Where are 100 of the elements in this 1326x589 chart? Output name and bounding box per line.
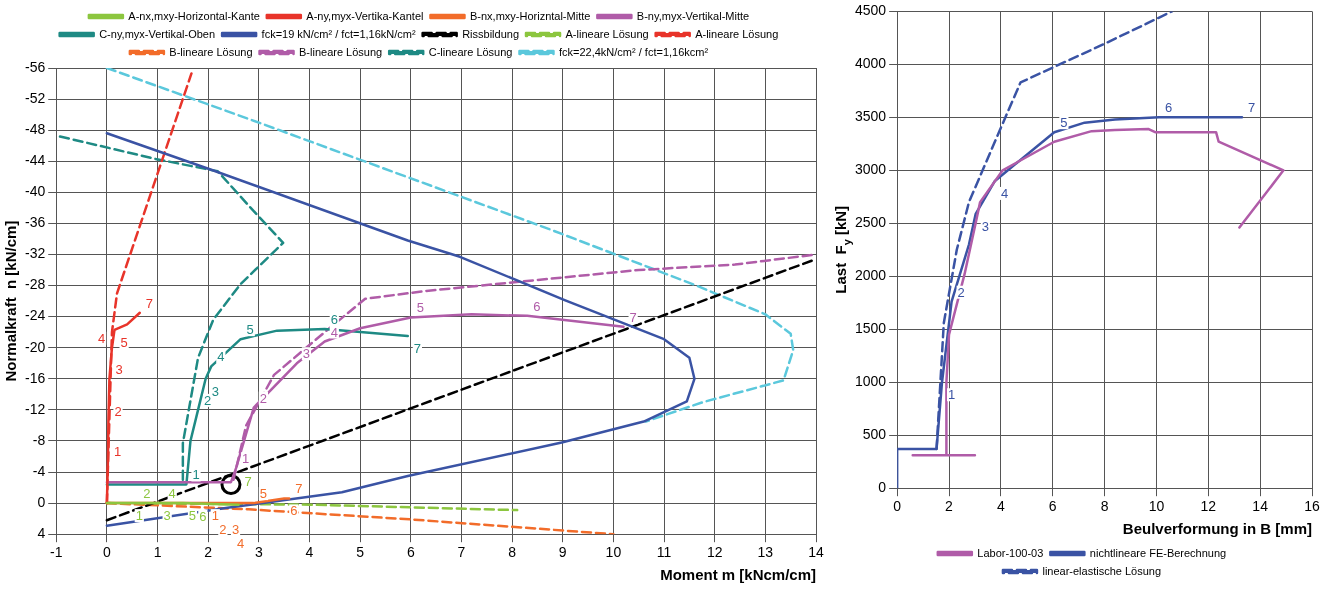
x-tick-label: 10: [1148, 498, 1165, 515]
y-tick-label: 500: [862, 426, 887, 443]
annotation: 1: [242, 451, 250, 467]
y-tick-label: 4500: [854, 2, 887, 19]
legend-label: fck=19 kN/cm² / fct=1,16kN/cm²: [261, 27, 416, 40]
x-tick-label: 12: [706, 544, 723, 561]
y-tick-label: 3000: [854, 161, 887, 178]
x-tick-label: 6: [1048, 498, 1057, 515]
annotation: 3: [302, 346, 311, 362]
y-tick-label: -56: [25, 58, 46, 75]
y-tick-label: -40: [25, 183, 46, 200]
annotation: 4: [217, 349, 225, 365]
y-tick-label: -48: [25, 121, 46, 138]
legend-label: A-ny,myx-Vertika-Kantel: [306, 9, 424, 22]
annotation: 5: [1060, 115, 1068, 131]
annotation: 5: [416, 300, 425, 316]
x-tick-label: 16: [1304, 498, 1320, 515]
annotation: 2: [219, 522, 227, 538]
x-tick-label: 8: [1100, 498, 1109, 515]
y-tick-label: 4000: [854, 55, 887, 72]
x-tick-label: -1: [50, 544, 63, 561]
y-tick-label: -32: [25, 245, 46, 262]
x-tick-label: 0: [102, 544, 111, 561]
y-tick-label: -16: [25, 369, 46, 386]
y-tick-label: -36: [25, 214, 46, 231]
annotation: 4: [1000, 185, 1009, 201]
x-tick-label: 12: [1200, 498, 1217, 515]
y-tick-label: -28: [25, 276, 46, 293]
annotation: 3: [981, 218, 989, 234]
legend-label: C-ny,myx-Vertikal-Oben: [99, 27, 216, 40]
x-tick-label: 10: [605, 544, 622, 561]
annotation: 4: [168, 486, 176, 502]
x-tick-label: 3: [254, 544, 263, 561]
x-tick-label: 9: [558, 544, 567, 561]
x-tick-label: 14: [1252, 498, 1269, 515]
legend-label: B-nx,mxy-Horizntal-Mitte: [469, 9, 591, 22]
legend-label: B-lineare Lösung: [299, 45, 383, 58]
x-tick-label: 5: [356, 544, 365, 561]
annotation: 7: [1247, 100, 1256, 116]
x-tick-label: 6: [406, 544, 415, 561]
annotation: 5: [259, 486, 268, 502]
annotation: 3: [231, 522, 240, 538]
x-tick-label: 2: [204, 544, 213, 561]
annotation: 4: [330, 324, 338, 340]
annotation: 2: [143, 486, 151, 502]
y-axis-title: Last Fy [kN]: [832, 205, 853, 294]
annotation: 3: [115, 361, 123, 377]
legend-label: B-ny,myx-Vertikal-Mitte: [636, 9, 750, 22]
annotation: 2: [114, 403, 122, 419]
x-tick-label: 14: [808, 544, 824, 561]
y-tick-label: -24: [25, 307, 46, 324]
legend-label: A-lineare Lösung: [695, 27, 779, 40]
annotation: 7: [295, 481, 303, 497]
annotation: 5: [120, 334, 128, 350]
legend-label: A-nx,mxy-Horizontal-Kante: [128, 9, 260, 22]
y-tick-label: -8: [32, 431, 46, 448]
legend-label: nichtlineare FE-Berechnung: [1089, 546, 1227, 559]
annotation: 6: [330, 312, 338, 328]
annotation: 2: [957, 284, 965, 300]
x-tick-label: 2: [945, 498, 954, 515]
x-tick-label: 13: [757, 544, 774, 561]
y-axis-title: Normalkraft n [kN/cm]: [2, 220, 19, 382]
x-tick-label: 11: [656, 544, 672, 561]
legend-label: Labor-100-03: [977, 546, 1044, 559]
x-axis-title: Moment m [kNcm/cm]: [660, 566, 816, 584]
legend-label: Rissbildung: [462, 27, 520, 40]
x-tick-label: 0: [893, 498, 902, 515]
annotation: 1: [948, 387, 956, 403]
x-axis-title: Beulverformung in B [mm]: [1122, 520, 1312, 538]
annotation: 5: [246, 322, 254, 338]
legend-label: linear-elastische Lösung: [1042, 564, 1162, 577]
y-tick-label: 4: [37, 525, 46, 542]
annotation: 1: [113, 444, 122, 460]
annotation: 6: [533, 298, 541, 314]
x-tick-label: 4: [305, 544, 314, 561]
y-tick-label: -44: [25, 152, 46, 169]
x-tick-label: 4: [996, 498, 1005, 515]
y-tick-label: -20: [25, 338, 46, 355]
y-tick-label: -52: [25, 89, 46, 106]
annotation: 3: [211, 383, 219, 399]
annotation: 6: [1165, 100, 1173, 116]
y-tick-label: -4: [32, 462, 46, 479]
legend-label: fck=22,4kN/cm² / fct=1,16kcm²: [558, 45, 709, 58]
annotation: 7: [244, 473, 252, 489]
annotation: 7: [145, 295, 154, 311]
x-tick-label: 8: [508, 544, 517, 561]
annotation: 2: [204, 392, 212, 408]
annotation: 7: [629, 309, 637, 325]
x-tick-label: 7: [457, 544, 466, 561]
legend-label: C-lineare Lösung: [428, 45, 513, 58]
y-tick-label: 1000: [854, 373, 887, 390]
y-tick-label: 2000: [854, 267, 887, 284]
y-tick-label: 0: [878, 479, 887, 496]
annotation: 1: [192, 467, 200, 483]
y-tick-label: 2500: [854, 214, 887, 231]
y-tick-label: -12: [25, 400, 46, 417]
y-tick-label: 3500: [854, 108, 887, 125]
legend-label: B-lineare Lösung: [169, 45, 253, 58]
annotation: 7: [413, 341, 421, 357]
annotation: 4: [97, 330, 106, 346]
